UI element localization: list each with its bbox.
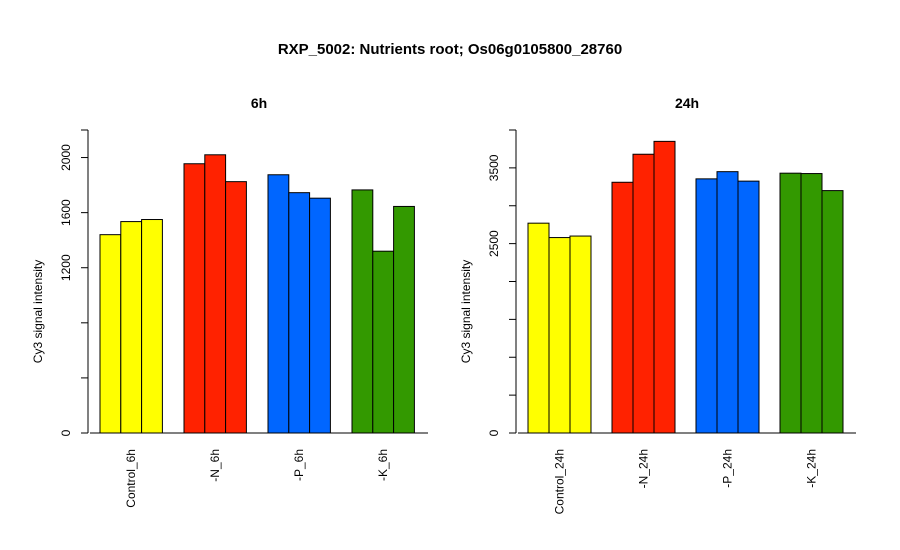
- bar: [183, 163, 206, 434]
- chart-panel-6h: 6h 0 1200 1600 2000 Cy3 signal intensity Contr…: [31, 95, 428, 508]
- bar: [351, 189, 374, 434]
- chart-panel-24h: 24h 0 2500 3500 Cy3 signal intensity Control_…: [459, 95, 856, 514]
- bar: [120, 221, 143, 434]
- x-tick-label: Control_6h: [124, 449, 138, 508]
- bar: [99, 234, 122, 434]
- x-tick-label: -K_6h: [376, 449, 390, 481]
- bar: [141, 219, 163, 434]
- y-tick-label: 0: [487, 429, 501, 436]
- x-tick-label: -P_6h: [292, 449, 306, 481]
- y-tick-label: 0: [59, 429, 73, 436]
- y-tick-label: 2500: [487, 230, 501, 257]
- bar: [267, 174, 290, 434]
- bar: [821, 190, 844, 434]
- x-tick-label: Control_24h: [553, 449, 567, 514]
- panel-title: 24h: [675, 95, 699, 111]
- bar: [611, 181, 634, 434]
- bar: [393, 205, 415, 434]
- x-tick-label: -P_24h: [721, 449, 735, 488]
- bar: [225, 181, 247, 434]
- bar: [527, 222, 550, 434]
- bar: [204, 154, 227, 434]
- y-axis-label: Cy3 signal intensity: [31, 260, 45, 363]
- bar: [372, 250, 395, 434]
- y-tick-label: 3500: [487, 154, 501, 181]
- y-tick-label: 1600: [59, 199, 73, 226]
- bar: [653, 140, 676, 434]
- bar: [737, 180, 760, 434]
- bar: [288, 192, 311, 434]
- bar: [569, 235, 592, 434]
- y-axis-label: Cy3 signal intensity: [459, 260, 473, 363]
- y-tick-label: 2000: [59, 144, 73, 171]
- bar: [800, 173, 823, 434]
- x-tick-label: -N_6h: [208, 449, 222, 482]
- x-tick-label: -K_24h: [805, 449, 819, 488]
- panel-title: 6h: [251, 95, 267, 111]
- bar: [716, 171, 739, 434]
- bar: [695, 178, 718, 434]
- bar: [309, 197, 331, 434]
- y-tick-label: 1200: [59, 254, 73, 281]
- figure-title: RXP_5002: Nutrients root; Os06g0105800_2…: [278, 41, 622, 58]
- bar: [632, 153, 655, 434]
- bar: [779, 172, 802, 434]
- x-tick-label: -N_24h: [637, 449, 651, 488]
- bar: [548, 237, 571, 434]
